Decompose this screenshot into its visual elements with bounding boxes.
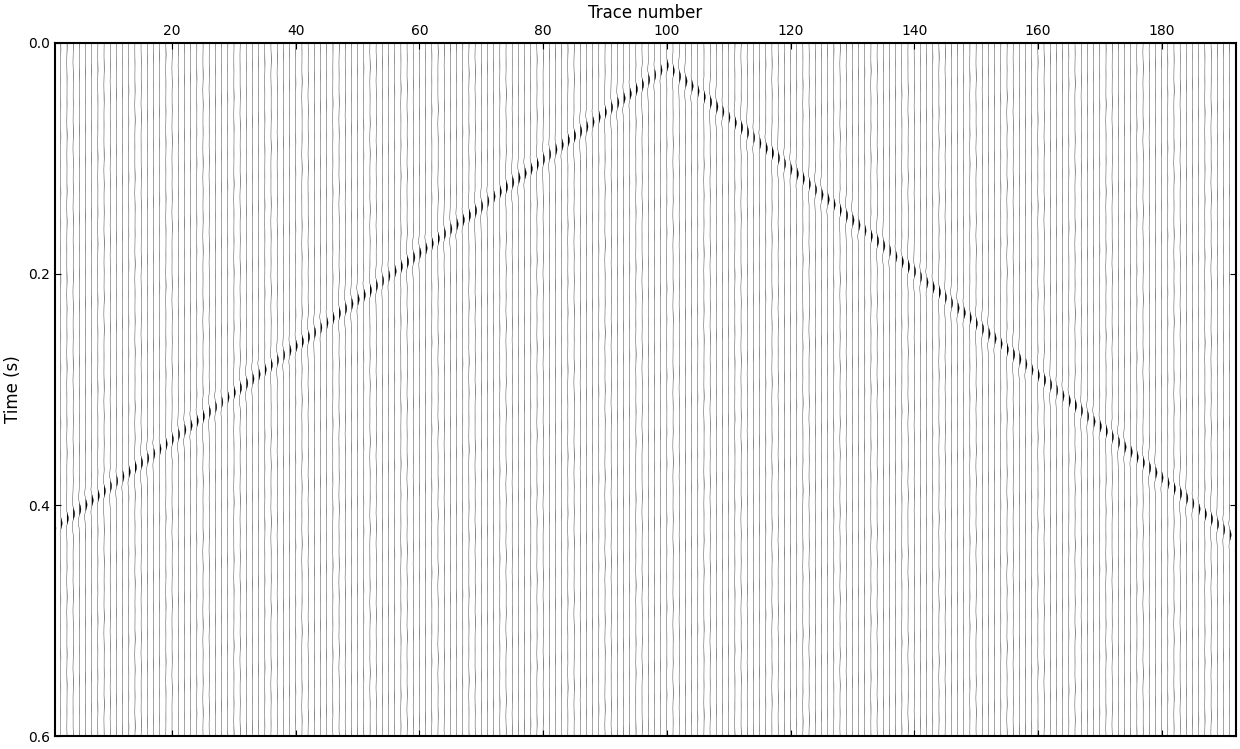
X-axis label: Trace number: Trace number bbox=[588, 4, 702, 22]
Y-axis label: Time (s): Time (s) bbox=[4, 356, 22, 423]
